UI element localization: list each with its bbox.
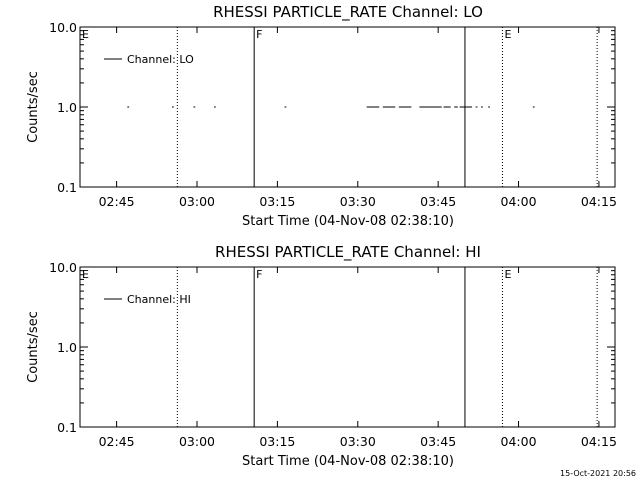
timestamp: 15-Oct-2021 20:56: [560, 469, 636, 478]
chart-title: RHESSI PARTICLE_RATE Channel: LO: [213, 3, 483, 22]
y-tick-label: 1.0: [57, 100, 77, 115]
legend-label: Channel: LO: [127, 53, 194, 66]
x-tick-label: 03:45: [420, 434, 456, 449]
y-tick-label: 1.0: [57, 340, 77, 355]
y-tick-label: 10.0: [49, 20, 77, 35]
x-axis-label: Start Time (04-Nov-08 02:38:10): [242, 454, 454, 469]
event-marker-label: E: [82, 268, 89, 281]
legend: Channel: HI: [104, 293, 191, 306]
x-axis-label: Start Time (04-Nov-08 02:38:10): [242, 214, 454, 229]
event-marker-label: E: [82, 28, 89, 41]
x-tick-label: 03:45: [420, 194, 456, 209]
x-tick-label: 04:00: [501, 434, 537, 449]
legend-label: Channel: HI: [127, 293, 191, 306]
event-marker-label: F: [256, 28, 262, 41]
chart-panel-hi: RHESSI PARTICLE_RATE Channel: HI E F E 02:…: [26, 243, 617, 469]
chart-panel-lo: RHESSI PARTICLE_RATE Channel: LO E F E 02:…: [26, 3, 617, 229]
y-tick-label: 10.0: [49, 260, 77, 275]
x-tick-label: 03:15: [259, 194, 295, 209]
legend: Channel: LO: [104, 53, 194, 66]
y-axis-label: Counts/sec: [26, 311, 41, 383]
x-tick-label: 03:00: [179, 434, 215, 449]
x-tick-label: 03:30: [340, 194, 376, 209]
event-marker-label: E: [504, 268, 511, 281]
event-marker-label: E: [504, 28, 511, 41]
x-tick-label: 03:15: [259, 434, 295, 449]
x-tick-label: 04:15: [581, 434, 617, 449]
y-axis-label: Counts/sec: [26, 71, 41, 143]
x-tick-label: 04:15: [581, 194, 617, 209]
x-tick-label: 03:30: [340, 434, 376, 449]
x-tick-label: 02:45: [99, 194, 135, 209]
plot-frame: [79, 26, 616, 188]
chart-title: RHESSI PARTICLE_RATE Channel: HI: [215, 243, 481, 262]
x-tick-label: 04:00: [501, 194, 537, 209]
x-tick-label: 03:00: [179, 194, 215, 209]
plot-frame: [79, 266, 616, 428]
x-tick-label: 02:45: [99, 434, 135, 449]
event-marker-label: F: [256, 268, 262, 281]
y-tick-label: 0.1: [57, 420, 77, 435]
y-tick-label: 0.1: [57, 180, 77, 195]
